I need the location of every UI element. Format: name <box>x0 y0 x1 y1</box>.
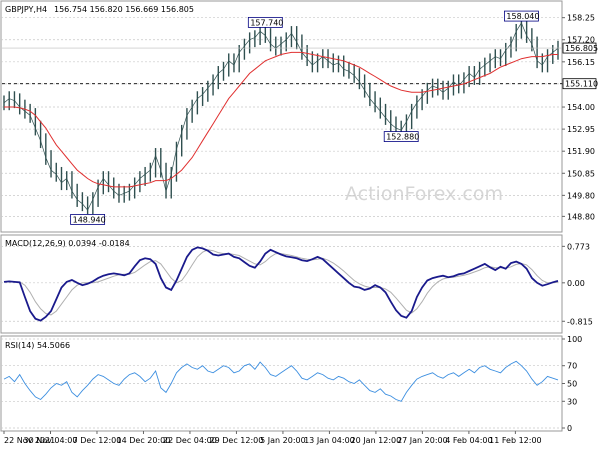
rsi-line <box>3 360 559 402</box>
rsi-panel-title: RSI(14) 54.5066 <box>5 341 70 350</box>
macd-panel-frame <box>0 234 563 334</box>
x-tick-label: 22 Dec 04:00 <box>163 436 217 445</box>
y-tick-label: 149.80 <box>567 191 595 200</box>
macd-line <box>3 246 559 322</box>
y-tick-label: 154.00 <box>567 103 595 112</box>
price-annotation-label: 148.940 <box>73 215 106 224</box>
moving-average-series <box>4 51 558 188</box>
x-tick-label: 11 Feb 12:00 <box>489 436 541 445</box>
x-tick-label: 22 Nov 2021 <box>4 436 55 445</box>
y-tick-label: 0.773 <box>567 242 590 251</box>
moving-average-line <box>4 51 558 188</box>
price-line <box>3 22 559 211</box>
price-annotation-box <box>70 214 106 225</box>
price-annotation-box <box>247 16 283 28</box>
x-tick-label: 4 Feb 04:00 <box>445 436 492 445</box>
price-annotation-label: 157.740 <box>250 18 283 27</box>
y-tick-label: 30 <box>567 397 577 406</box>
x-tick-label: 7 Dec 12:00 <box>73 436 122 445</box>
y-tick-label: 156.15 <box>567 58 595 67</box>
macd-panel: MACD(12,26,9) 0.0394 -0.0184 0.773 0.00 -0… <box>0 234 593 334</box>
watermark: ActionForex.com <box>345 183 503 205</box>
macd-y-axis: 0.773 0.00 -0.815 <box>562 242 593 326</box>
y-tick-label: 0.00 <box>567 279 585 288</box>
macd-series <box>3 246 559 322</box>
macd-panel-title: MACD(12,26,9) 0.0394 -0.0184 <box>5 239 130 248</box>
current-price-label: 156.805 <box>565 44 598 53</box>
y-tick-label: 150.85 <box>567 169 595 178</box>
price-panel-title: GBPJPY,H4 <box>5 5 47 14</box>
support-level-line: 155.110 <box>2 78 598 90</box>
x-tick-label: 20 Jan 12:00 <box>351 436 402 445</box>
price-annotations: 157.740 158.040 152.880 148.940 <box>70 10 540 225</box>
price-annotation-box <box>383 131 419 142</box>
price-annotation-box <box>504 10 539 22</box>
y-tick-label: 152.95 <box>567 125 595 134</box>
price-annotation-label: 152.880 <box>386 133 419 142</box>
y-tick-label: 70 <box>567 362 577 371</box>
current-price-marker: 156.805 <box>2 42 598 54</box>
x-tick-label: 29 Dec 12:00 <box>210 436 264 445</box>
price-panel-quote: 156.754 156.820 156.669 156.805 <box>54 5 194 14</box>
y-tick-label: 158.25 <box>567 14 595 23</box>
level-label-box <box>562 78 597 90</box>
x-tick-label: 13 Jan 04:00 <box>304 436 355 445</box>
level-label: 155.110 <box>565 80 598 89</box>
price-annotation-label: 158.040 <box>506 12 539 21</box>
price-series <box>3 15 559 218</box>
x-tick-label: 27 Jan 20:00 <box>397 436 448 445</box>
y-tick-label: 148.80 <box>567 212 595 221</box>
rsi-y-axis: 100 70 50 30 0 <box>562 335 582 433</box>
y-tick-label: 151.90 <box>567 147 595 156</box>
y-tick-label: 0 <box>567 424 572 433</box>
x-tick-label: 5 Jan 20:00 <box>260 436 306 445</box>
y-tick-label: -0.815 <box>567 317 593 326</box>
y-tick-label: 100 <box>567 335 582 344</box>
rsi-panel: RSI(14) 54.5066 100 70 50 30 0 <box>0 335 582 433</box>
rsi-series <box>3 360 559 402</box>
price-panel: GBPJPY,H4 156.754 156.820 156.669 156.80… <box>0 0 598 233</box>
y-tick-label: 50 <box>567 380 577 389</box>
rsi-grid <box>1 338 562 429</box>
x-tick-label: 14 Dec 20:00 <box>117 436 171 445</box>
y-tick-label: 157.20 <box>567 36 595 45</box>
current-price-box <box>562 42 597 54</box>
x-tick-label: 30 Nov 04:00 <box>24 436 78 445</box>
